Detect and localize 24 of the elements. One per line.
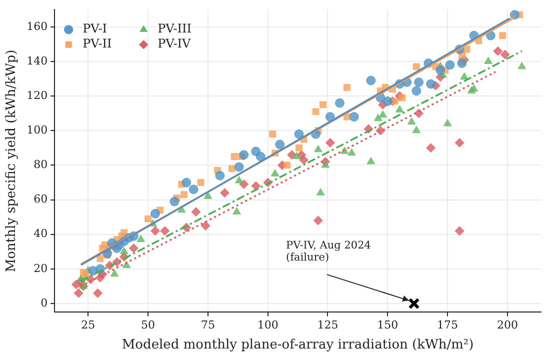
y-tick-label: 140 (26, 54, 48, 68)
y-tick-label: 80 (34, 158, 48, 172)
legend-label: PV-I (82, 22, 108, 36)
x-tick-label: 75 (200, 318, 215, 332)
x-axis-title: Modeled monthly plane-of-array irradiation (kWh/m²) (122, 338, 474, 353)
x-tick-label: 125 (317, 318, 338, 332)
y-axis-title: Monthly specific yield (kWh/kWp) (4, 50, 20, 272)
y-tick-label: 100 (26, 124, 48, 136)
y-tick-label: 0 (40, 296, 48, 310)
x-tick-label: 150 (377, 318, 398, 332)
y-tick-label: 120 (26, 88, 48, 102)
annotation: PV-IV, Aug 2024 (failure) (286, 240, 372, 264)
legend-label: PV-IV (158, 36, 192, 51)
x-tick-label: 200 (496, 318, 518, 332)
x-tick-label: 175 (437, 318, 458, 332)
legend-label: PV-III (158, 22, 192, 36)
x-tick-label: 25 (81, 318, 96, 332)
x-tick-label: 50 (141, 318, 156, 332)
legend-label: PV-II (82, 36, 112, 51)
x-tick-label: 100 (257, 318, 278, 332)
y-tick-label: 60 (34, 192, 48, 206)
y-tick-label: 20 (34, 262, 48, 275)
y-tick-label: 40 (34, 227, 48, 240)
y-tick-label: 160 (26, 20, 48, 33)
